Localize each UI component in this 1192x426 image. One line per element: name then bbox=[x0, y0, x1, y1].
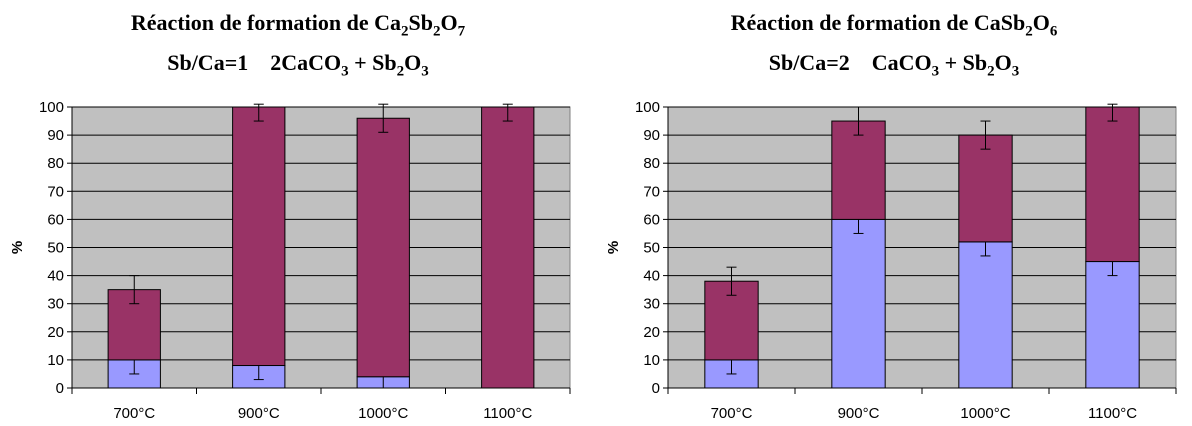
chart-title-line-1: Réaction de formation de Ca2Sb2O7 bbox=[130, 10, 466, 40]
bar-segment bbox=[1085, 106, 1140, 263]
error-bar bbox=[378, 103, 389, 133]
chart-panel-2: Réaction de formation de CaSb2O6 Sb/Ca=2… bbox=[596, 0, 1192, 426]
y-tick-label: 10 bbox=[47, 352, 64, 369]
x-tick-label: 1000°C bbox=[960, 405, 1010, 422]
bar-chart-2: 0 10 20 30 40 50 60 70 80 90 100% 700°C 900°C 1000°C 1… bbox=[605, 99, 1177, 422]
y-tick-label: 80 bbox=[643, 155, 660, 172]
bar-segment bbox=[356, 117, 410, 378]
y-tick-label: 100 bbox=[39, 99, 64, 116]
error-bar bbox=[853, 106, 864, 136]
x-tick-label: 1100°C bbox=[1088, 405, 1137, 422]
error-bar bbox=[129, 275, 140, 305]
error-bar bbox=[726, 266, 737, 296]
x-tick-label: 900°C bbox=[838, 405, 880, 422]
y-axis-label: % bbox=[9, 241, 26, 254]
error-bar bbox=[253, 103, 264, 122]
bar-segment bbox=[232, 106, 286, 367]
y-tick-label: 20 bbox=[47, 324, 64, 341]
x-tick-label: 700°C bbox=[113, 405, 155, 422]
y-tick-label: 70 bbox=[643, 183, 660, 200]
chart-title-line-2: Sb/Ca=1 2CaCO3 + Sb2O3 bbox=[167, 50, 429, 80]
error-bar bbox=[980, 120, 991, 150]
y-tick-label: 60 bbox=[47, 211, 64, 228]
x-tick-label: 1100°C bbox=[483, 405, 532, 422]
error-bar bbox=[1107, 103, 1118, 122]
y-tick-label: 0 bbox=[56, 380, 64, 397]
bar-segment bbox=[831, 120, 886, 220]
y-tick-label: 50 bbox=[47, 240, 64, 257]
y-axis-label: % bbox=[605, 241, 622, 254]
y-tick-label: 30 bbox=[643, 296, 660, 313]
y-tick-label: 40 bbox=[47, 268, 64, 285]
y-tick-label: 100 bbox=[635, 99, 660, 116]
bar-segment bbox=[1085, 261, 1140, 389]
y-tick-label: 30 bbox=[47, 296, 64, 313]
x-tick-label: 700°C bbox=[711, 405, 753, 422]
bar-segment bbox=[831, 218, 886, 389]
y-tick-label: 40 bbox=[643, 268, 660, 285]
error-bar bbox=[502, 103, 513, 122]
y-tick-label: 20 bbox=[643, 324, 660, 341]
bar-segment bbox=[958, 241, 1013, 389]
y-tick-label: 90 bbox=[47, 127, 64, 144]
y-tick-label: 0 bbox=[652, 380, 660, 397]
bar-segment bbox=[481, 106, 535, 389]
y-tick-label: 50 bbox=[643, 240, 660, 257]
x-tick-label: 900°C bbox=[238, 405, 280, 422]
chart-title-line-1: Réaction de formation de CaSb2O6 bbox=[730, 10, 1058, 40]
y-tick-label: 10 bbox=[643, 352, 660, 369]
y-tick-label: 80 bbox=[47, 155, 64, 172]
y-tick-label: 60 bbox=[643, 211, 660, 228]
bar-segment bbox=[958, 134, 1013, 243]
chart-panel-1: Réaction de formation de Ca2Sb2O7 Sb/Ca=… bbox=[9, 10, 571, 422]
y-tick-label: 70 bbox=[47, 183, 64, 200]
bar-chart-1: 0 10 20 30 40 50 60 70 80 90 100% 700°C 900°C 1000°C 1… bbox=[9, 99, 571, 422]
x-tick-label: 1000°C bbox=[358, 405, 408, 422]
y-tick-label: 90 bbox=[643, 127, 660, 144]
chart-title-line-2: Sb/Ca=2 CaCO3 + Sb2O3 bbox=[768, 50, 1020, 80]
